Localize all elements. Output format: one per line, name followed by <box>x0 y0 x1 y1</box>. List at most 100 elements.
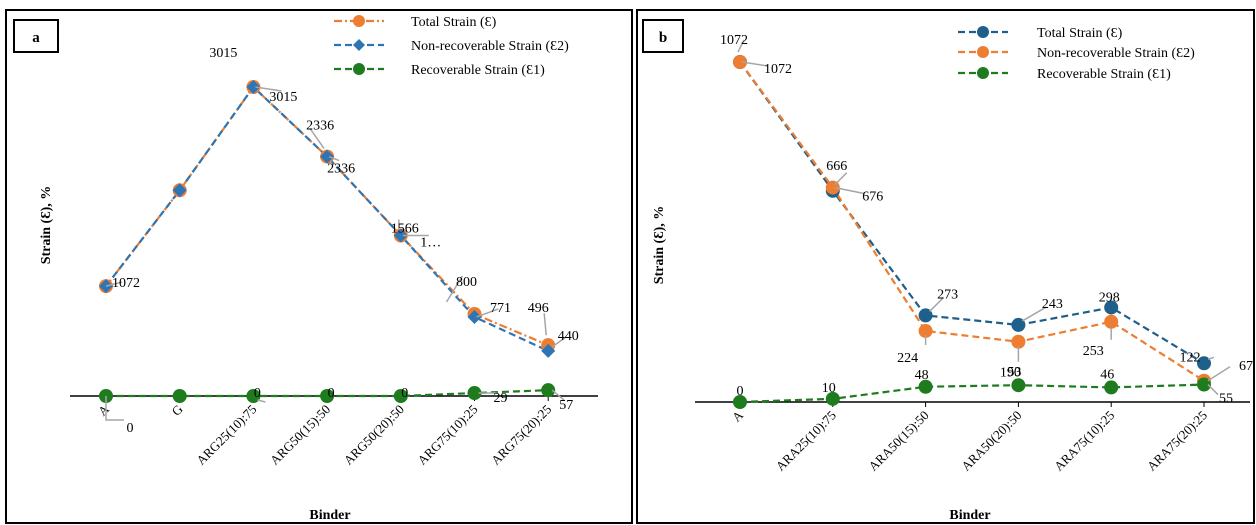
data-label: 46 <box>1100 367 1114 382</box>
panel-b-letter-box <box>642 19 684 53</box>
data-point <box>172 183 187 198</box>
data-point <box>393 228 408 243</box>
data-label: 48 <box>915 368 929 383</box>
legend-label: Recoverable Strain (Ɛ1) <box>411 63 545 78</box>
data-point <box>246 80 261 94</box>
panel-a-y-axis-title: Strain (Ɛ), % <box>39 186 54 265</box>
panel-a-x-axis-title: Binder <box>309 508 350 523</box>
data-point <box>172 389 187 403</box>
data-label: 273 <box>937 287 958 302</box>
label-leader-line <box>929 296 945 312</box>
data-label: 10 <box>822 381 836 396</box>
panel-b-frame <box>636 9 1255 524</box>
data-point <box>1104 380 1119 395</box>
label-leader-line <box>105 396 124 421</box>
data-label: 122 <box>1180 350 1201 365</box>
data-label: 3015 <box>209 46 237 61</box>
data-label: 224 <box>897 351 918 366</box>
data-label: 0 <box>127 421 134 436</box>
data-point <box>320 149 335 164</box>
label-leader-line <box>543 313 547 336</box>
label-leader-line <box>834 172 848 186</box>
data-point <box>246 389 261 403</box>
label-leader-line <box>737 39 745 53</box>
panel-a-data-labels: 3015 2336 1566 800 496 1072 3015 2336 1… 771 440 0 0… <box>105 46 579 436</box>
data-label: 1072 <box>764 62 792 77</box>
data-point <box>467 309 482 324</box>
legend-marker <box>977 67 989 79</box>
legend-label: Total Strain (Ɛ) <box>411 15 497 30</box>
legend-marker <box>977 46 989 58</box>
data-label: 0 <box>328 386 335 401</box>
series-line <box>739 61 1205 365</box>
panel-a-legend: Total Strain (Ɛ) Non-recoverable Strain (… <box>334 15 569 78</box>
data-point <box>733 55 747 69</box>
data-label: 0 <box>737 384 744 399</box>
data-point <box>541 383 556 398</box>
panel-a: a A G ARG25(10):75 ARG50(15):50 ARG50(20):50… <box>5 9 633 524</box>
legend-marker <box>977 26 989 38</box>
data-point <box>393 389 408 403</box>
data-point <box>918 308 933 323</box>
panel-b-x-axis-title: Binder <box>949 508 990 523</box>
data-point <box>320 389 335 403</box>
legend-label: Total Strain (Ɛ) <box>1037 26 1123 41</box>
data-label: 3015 <box>269 90 297 105</box>
data-point <box>1011 334 1026 349</box>
data-label: 666 <box>826 159 847 174</box>
legend-marker <box>353 39 365 51</box>
panel-a-letter: a <box>32 30 40 46</box>
data-label: 0 <box>401 386 408 401</box>
data-point <box>1104 300 1119 315</box>
data-label: 67 <box>1239 359 1253 374</box>
panel-a-frame <box>5 9 633 524</box>
data-label: 771 <box>490 301 511 316</box>
label-leader-line <box>551 389 565 401</box>
label-leader-line <box>328 155 340 162</box>
legend-label: Recoverable Strain (Ɛ1) <box>1037 67 1171 82</box>
data-point <box>541 343 556 358</box>
data-point <box>1104 314 1119 329</box>
label-leader-line <box>105 281 123 287</box>
label-leader-line <box>255 86 282 92</box>
legend-label: Non-recoverable Strain (Ɛ2) <box>411 39 569 54</box>
label-leader-line <box>476 308 499 318</box>
data-point <box>733 395 747 409</box>
label-leader-line <box>834 186 865 195</box>
data-label: 55 <box>1219 392 1233 407</box>
label-leader-line <box>1207 384 1219 396</box>
data-point <box>467 386 482 401</box>
data-label: 0 <box>254 386 261 401</box>
data-label: 298 <box>1099 290 1120 305</box>
label-leader-line <box>1022 306 1047 322</box>
panel-b: b A ARA25(10):75 ARA50(15):50 ARA50(20):50 A… <box>636 9 1255 524</box>
panel-b-legend: Total Strain (Ɛ) Non-recoverable Strain (… <box>958 26 1195 82</box>
panel-b-letter: b <box>659 30 667 46</box>
data-label: 676 <box>862 190 883 205</box>
data-label: 29 <box>494 391 508 406</box>
data-label: 53 <box>1007 365 1021 380</box>
data-label: 1566 <box>391 222 419 237</box>
data-point <box>1011 317 1026 332</box>
data-point <box>1197 377 1211 392</box>
data-label: 253 <box>1083 344 1104 359</box>
data-label: 243 <box>1042 297 1063 312</box>
label-leader-line <box>741 61 769 67</box>
panel-b-data-labels: 1072 666 273 243 298 122 1072 676 224 190 253 67 0 10… <box>720 33 1253 407</box>
data-label: 1… <box>420 236 441 251</box>
legend-label: Non-recoverable Strain (Ɛ2) <box>1037 46 1195 61</box>
label-leader-line <box>1207 366 1231 382</box>
panel-b-y-axis-title: Strain (Ɛ), % <box>652 206 667 285</box>
data-point <box>825 391 840 406</box>
label-leader-line <box>257 399 266 403</box>
legend-marker <box>353 63 365 75</box>
data-label: 1072 <box>112 276 140 291</box>
panel-a-series <box>99 80 556 403</box>
data-label: 496 <box>528 301 549 316</box>
series-line <box>739 61 1205 382</box>
data-label: 800 <box>456 275 477 290</box>
label-leader-line <box>551 336 567 348</box>
data-point <box>918 323 933 338</box>
data-point <box>918 379 933 394</box>
